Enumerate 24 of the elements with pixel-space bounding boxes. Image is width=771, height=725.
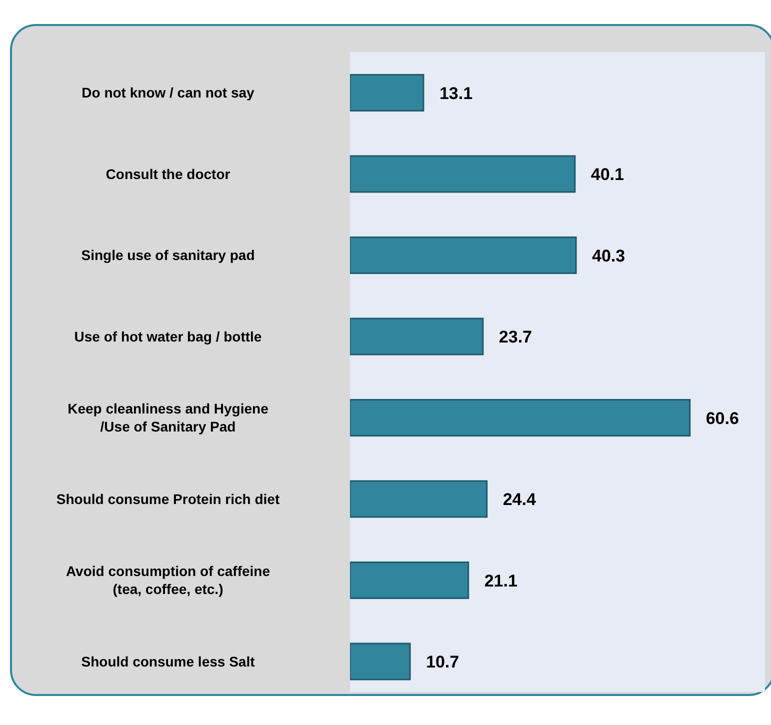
y-tick-label: Single use of sanitary pad [81, 247, 255, 264]
data-label: 24.4 [502, 490, 536, 510]
bar [350, 480, 488, 518]
bar [350, 562, 470, 599]
y-tick-label: Should consume less Salt [81, 653, 256, 670]
bar [350, 318, 484, 356]
data-label: 13.1 [439, 84, 473, 103]
bar [350, 74, 424, 112]
bar [350, 236, 577, 274]
data-label: 10.7 [426, 652, 460, 672]
y-tick-label: Do not know / can not say [82, 84, 255, 101]
bar [350, 399, 691, 436]
y-tick-label: Use of hot water bag / bottle [74, 328, 262, 344]
bar [350, 642, 411, 680]
data-label: 21.1 [484, 571, 518, 590]
data-label: 60.6 [706, 408, 739, 428]
y-tick-label: Should consume Protein rich diet [56, 490, 280, 507]
bar [350, 155, 576, 193]
data-label: 40.1 [590, 165, 624, 184]
data-label: 23.7 [498, 328, 532, 347]
y-tick-label: Consult the doctor [106, 166, 231, 182]
data-label: 40.3 [592, 246, 626, 266]
y-tick-label: Keep cleanliness and Hygiene /Use of Sanitary Pad [68, 400, 269, 435]
y-tick-label: Avoid consumption of caffeine (tea, coffee, etc.) [66, 563, 270, 598]
